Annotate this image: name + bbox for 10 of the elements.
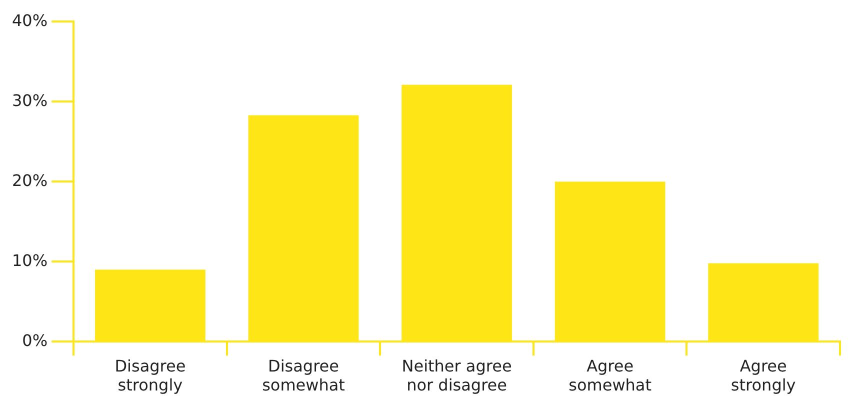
x-tick-label: Agree somewhat bbox=[568, 356, 652, 395]
y-tick-label: 0% bbox=[22, 330, 48, 350]
y-tick-label: 30% bbox=[12, 90, 48, 110]
x-tick-label: Neither agree nor disagree bbox=[402, 356, 512, 395]
y-tick-label: 20% bbox=[12, 170, 48, 190]
y-tick-label: 40% bbox=[12, 10, 48, 30]
x-tick-label: Disagree somewhat bbox=[262, 356, 345, 395]
y-tick-label: 10% bbox=[12, 250, 48, 270]
x-tick-label: Agree strongly bbox=[730, 356, 796, 395]
x-tick-label: Disagree strongly bbox=[114, 356, 186, 395]
